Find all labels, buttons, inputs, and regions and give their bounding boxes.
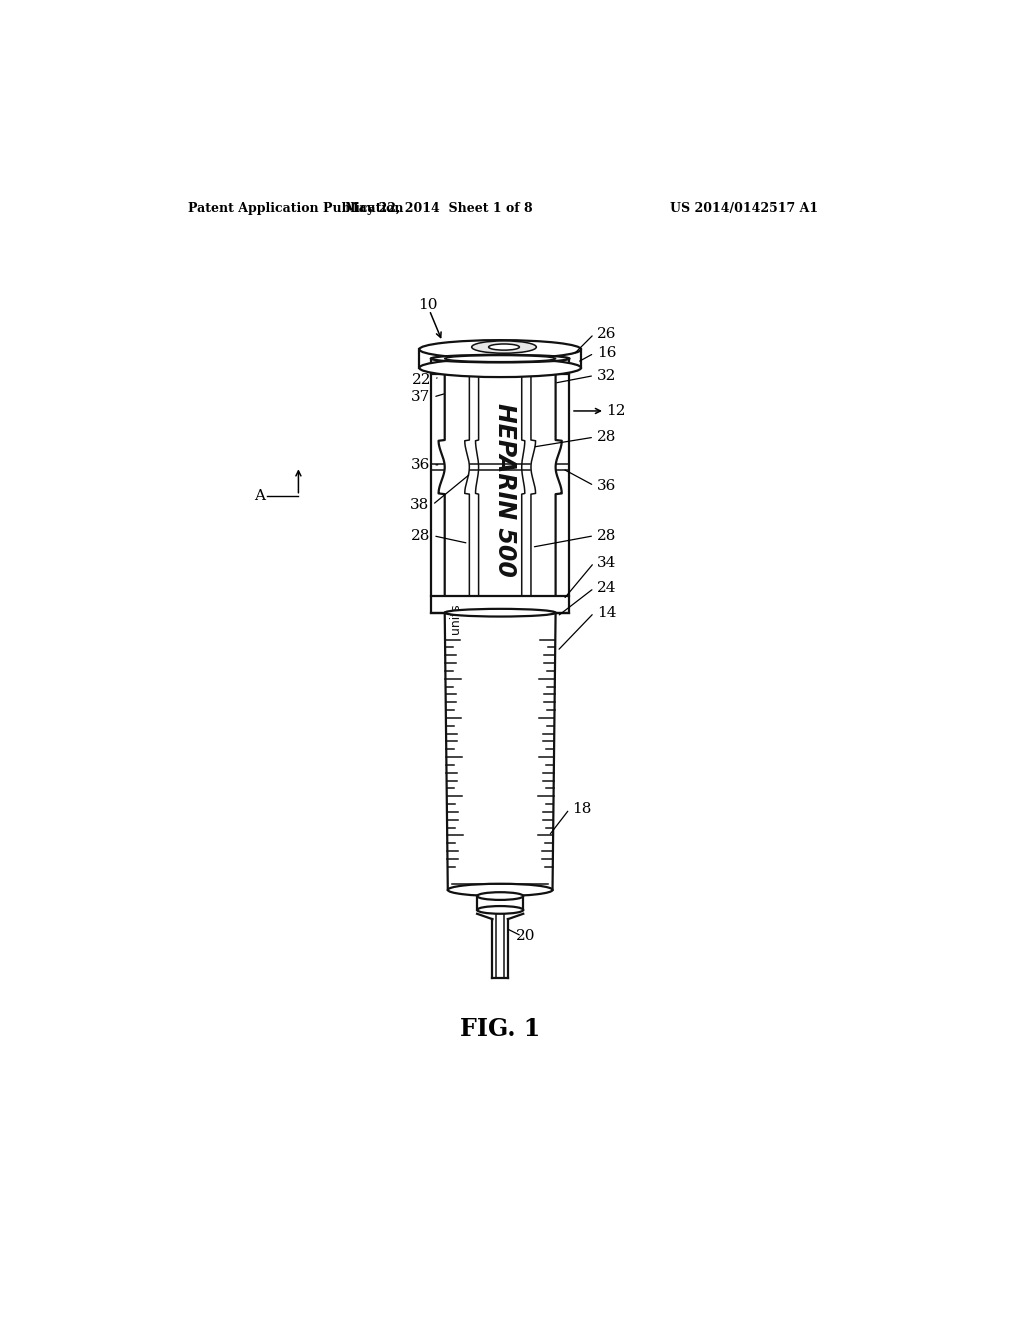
Text: 36: 36 bbox=[411, 458, 430, 471]
Text: 22: 22 bbox=[412, 374, 432, 387]
Text: May 22, 2014  Sheet 1 of 8: May 22, 2014 Sheet 1 of 8 bbox=[345, 202, 532, 215]
Text: 14: 14 bbox=[597, 606, 616, 619]
Text: 18: 18 bbox=[572, 803, 592, 816]
Ellipse shape bbox=[419, 359, 581, 378]
Text: 16: 16 bbox=[597, 346, 616, 360]
Ellipse shape bbox=[444, 609, 556, 616]
Ellipse shape bbox=[477, 892, 523, 900]
Text: Patent Application Publication: Patent Application Publication bbox=[188, 202, 403, 215]
Text: 10: 10 bbox=[418, 298, 437, 312]
Text: 28: 28 bbox=[597, 430, 616, 444]
Ellipse shape bbox=[431, 355, 569, 363]
Text: US 2014/0142517 A1: US 2014/0142517 A1 bbox=[670, 202, 818, 215]
Text: 24: 24 bbox=[597, 581, 616, 595]
Ellipse shape bbox=[447, 884, 553, 896]
Text: units: units bbox=[449, 603, 462, 635]
Text: 20: 20 bbox=[515, 929, 536, 942]
Text: 32: 32 bbox=[597, 368, 616, 383]
Bar bbox=[431, 595, 569, 612]
Text: HEPARIN 500: HEPARIN 500 bbox=[493, 403, 517, 577]
Ellipse shape bbox=[477, 906, 523, 913]
Text: 12: 12 bbox=[606, 404, 626, 418]
Text: 28: 28 bbox=[411, 529, 430, 543]
Text: 28: 28 bbox=[597, 529, 616, 543]
Text: A: A bbox=[254, 488, 265, 503]
Ellipse shape bbox=[488, 345, 519, 350]
Text: 37: 37 bbox=[411, 391, 430, 404]
Ellipse shape bbox=[444, 355, 556, 362]
Text: 34: 34 bbox=[597, 556, 616, 570]
Text: 36: 36 bbox=[597, 479, 616, 492]
Text: 26: 26 bbox=[597, 327, 616, 341]
Text: FIG. 1: FIG. 1 bbox=[460, 1016, 541, 1040]
Text: 38: 38 bbox=[410, 498, 429, 512]
Ellipse shape bbox=[472, 341, 537, 354]
Bar bbox=[431, 359, 569, 374]
Ellipse shape bbox=[419, 341, 581, 359]
